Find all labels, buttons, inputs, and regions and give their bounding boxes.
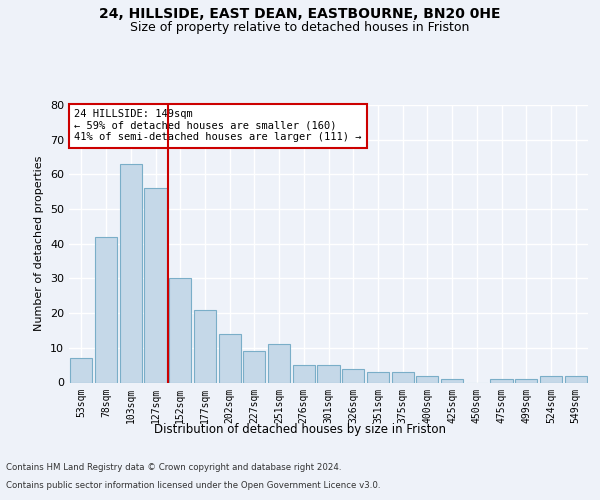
Bar <box>95 237 117 382</box>
Text: Contains HM Land Registry data © Crown copyright and database right 2024.: Contains HM Land Registry data © Crown c… <box>6 464 341 472</box>
Bar <box>490 379 512 382</box>
Bar <box>441 379 463 382</box>
Bar <box>317 365 340 382</box>
Bar <box>194 310 216 382</box>
Bar <box>540 376 562 382</box>
Bar <box>119 164 142 382</box>
Text: Contains public sector information licensed under the Open Government Licence v3: Contains public sector information licen… <box>6 481 380 490</box>
Bar <box>169 278 191 382</box>
Text: Size of property relative to detached houses in Friston: Size of property relative to detached ho… <box>130 21 470 34</box>
Text: Distribution of detached houses by size in Friston: Distribution of detached houses by size … <box>154 422 446 436</box>
Bar <box>218 334 241 382</box>
Bar <box>565 376 587 382</box>
Bar <box>416 376 439 382</box>
Y-axis label: Number of detached properties: Number of detached properties <box>34 156 44 332</box>
Bar <box>243 352 265 382</box>
Text: 24, HILLSIDE, EAST DEAN, EASTBOURNE, BN20 0HE: 24, HILLSIDE, EAST DEAN, EASTBOURNE, BN2… <box>99 8 501 22</box>
Bar <box>515 379 538 382</box>
Bar <box>145 188 167 382</box>
Bar <box>70 358 92 382</box>
Bar <box>293 365 315 382</box>
Bar <box>342 368 364 382</box>
Bar <box>367 372 389 382</box>
Bar <box>268 344 290 383</box>
Bar <box>392 372 414 382</box>
Text: 24 HILLSIDE: 149sqm
← 59% of detached houses are smaller (160)
41% of semi-detac: 24 HILLSIDE: 149sqm ← 59% of detached ho… <box>74 109 362 142</box>
